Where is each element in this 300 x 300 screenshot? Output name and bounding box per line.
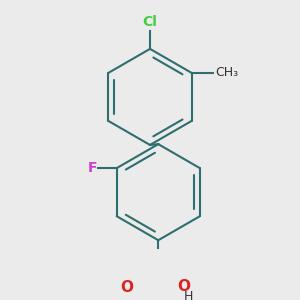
Text: O: O: [177, 279, 190, 294]
Text: CH₃: CH₃: [215, 66, 238, 80]
Text: O: O: [120, 280, 134, 295]
Text: H: H: [184, 290, 193, 300]
Text: F: F: [87, 161, 97, 175]
Text: Cl: Cl: [142, 15, 158, 29]
